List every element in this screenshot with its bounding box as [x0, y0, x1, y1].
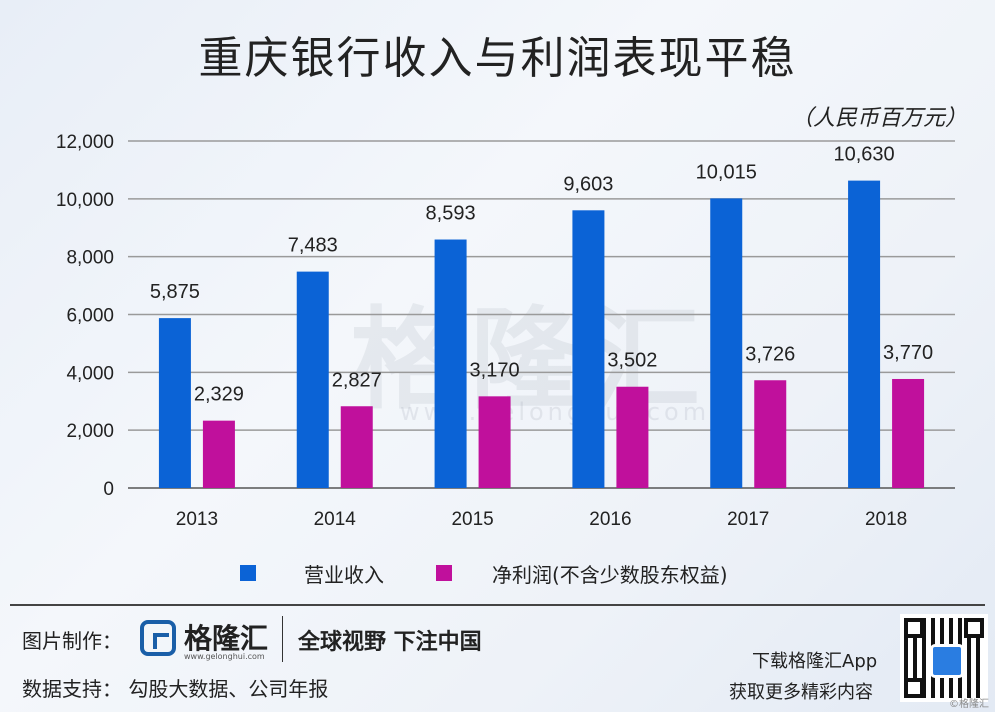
data-label: 5,875: [150, 281, 200, 303]
data-label: 3,502: [607, 350, 657, 372]
bar-revenue: [296, 271, 329, 488]
gelonghui-logo-icon: [140, 620, 176, 656]
legend-label-revenue: 营业收入: [304, 562, 384, 587]
unit-label: （人民币百万元）: [790, 106, 967, 131]
y-tick-label: 10,000: [56, 190, 114, 211]
bar-net-profit: [616, 386, 649, 488]
data-label: 3,726: [745, 343, 795, 365]
y-tick-label: 4,000: [66, 363, 114, 384]
legend-swatch-net-profit: [436, 565, 452, 581]
bar-net-profit: [892, 378, 925, 488]
logo-url: www.gelonghui.com: [184, 652, 265, 661]
x-tick-label: 2016: [589, 509, 631, 530]
bar-net-profit: [754, 380, 787, 488]
data-label: 7,483: [288, 235, 338, 257]
y-tick-label: 0: [103, 479, 114, 500]
slogan: 全球视野 下注中国: [298, 630, 482, 655]
legend: 营业收入 净利润(不含少数股东权益): [240, 558, 780, 588]
x-tick-label: 2013: [176, 509, 218, 530]
y-tick-label: 6,000: [66, 306, 114, 327]
bar-revenue: [434, 239, 467, 488]
data-label: 9,603: [563, 173, 613, 195]
bar-revenue: [572, 210, 605, 489]
y-tick-label: 8,000: [66, 248, 114, 269]
bar-net-profit: [202, 420, 235, 488]
data-label: 8,593: [426, 203, 476, 225]
data-label: 3,170: [470, 359, 520, 381]
bar-net-profit: [478, 396, 511, 488]
data-label: 2,329: [194, 384, 244, 406]
app-download-text: 下载格隆汇App: [752, 651, 878, 672]
data-label: 2,827: [332, 369, 382, 391]
bar-chart: 0 2,000 4,000 6,000 8,000 10,000 12,000 5,875 2,…: [56, 132, 955, 530]
made-by-label: 图片制作：: [22, 629, 122, 653]
footer-divider: [10, 604, 985, 606]
bar-revenue: [710, 198, 743, 488]
app-promo-text: 获取更多精彩内容: [729, 682, 873, 703]
x-tick-label: 2017: [727, 509, 769, 530]
data-support: 数据支持： 勾股大数据、公司年报: [22, 677, 329, 701]
data-label: 3,770: [883, 342, 933, 364]
logo-name: 格隆汇: [184, 622, 269, 655]
bar-net-profit: [340, 406, 373, 488]
chart-title: 重庆银行收入与利润表现平稳: [198, 33, 797, 84]
bar-revenue: [158, 318, 191, 488]
data-label: 10,630: [833, 144, 894, 166]
x-tick-label: 2018: [865, 509, 907, 530]
y-tick-label: 12,000: [56, 132, 114, 153]
x-tick-label: 2014: [314, 509, 357, 530]
data-label: 10,015: [696, 161, 757, 183]
copyright-mark: ©格隆汇: [949, 699, 989, 710]
legend-swatch-revenue: [240, 565, 256, 581]
y-tick-label: 2,000: [66, 421, 114, 442]
qr-code-icon[interactable]: [900, 614, 988, 702]
legend-label-net-profit: 净利润(不含少数股东权益): [492, 562, 728, 587]
footer-separator: [282, 616, 283, 662]
bar-revenue: [848, 180, 881, 488]
x-tick-label: 2015: [451, 509, 493, 530]
